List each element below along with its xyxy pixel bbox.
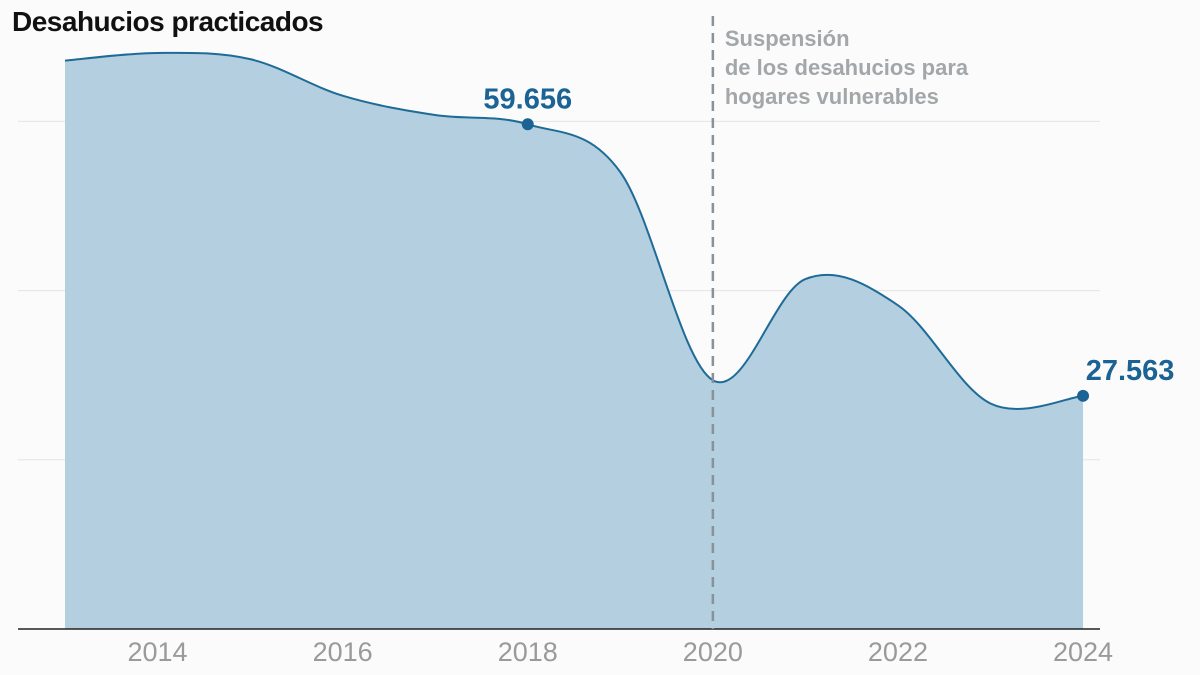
data-point xyxy=(1077,389,1090,402)
series-line xyxy=(64,51,1084,410)
x-tick-label: 2024 xyxy=(1053,637,1113,667)
annotation-text: hogares vulnerables xyxy=(725,84,939,109)
chart-title: Desahucios practicados xyxy=(12,6,324,37)
x-tick-label: 2014 xyxy=(128,637,188,667)
annotation-text: de los desahucios para xyxy=(725,55,969,80)
x-tick-label: 2020 xyxy=(683,637,743,667)
data-label: 27.563 xyxy=(1086,355,1175,387)
data-label: 59.656 xyxy=(483,83,572,115)
x-tick-label: 2016 xyxy=(313,637,373,667)
x-tick-label: 2018 xyxy=(498,637,558,667)
annotation-text: Suspensión xyxy=(725,26,850,51)
data-point xyxy=(521,118,534,131)
area-fill xyxy=(65,52,1084,630)
x-tick-label: 2022 xyxy=(868,637,928,667)
